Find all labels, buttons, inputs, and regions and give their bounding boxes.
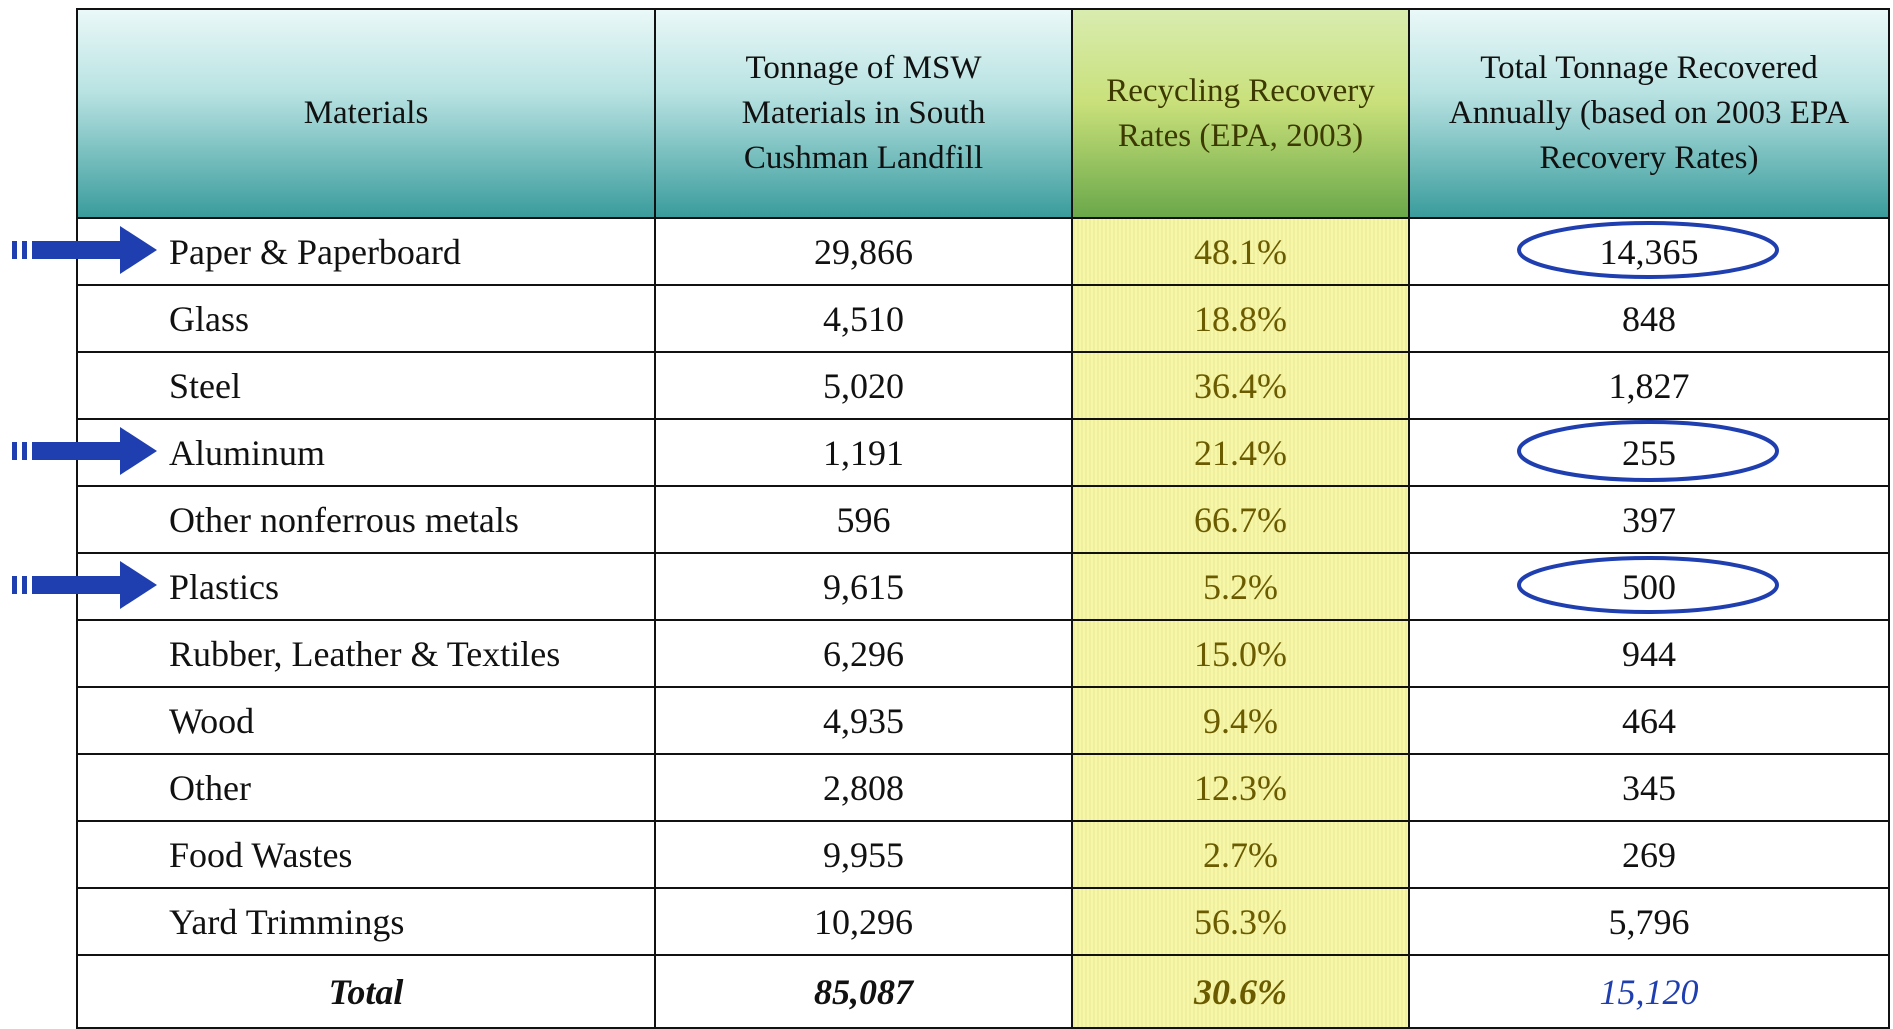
cell: 848 — [1408, 284, 1890, 353]
table-row: Paper & Paperboard 29,866 48.1% 14,365 — [76, 217, 1890, 286]
table-row: Wood 4,935 9.4% 464 — [76, 686, 1890, 755]
cell: 5.2% — [1071, 552, 1410, 621]
total-row: Total 85,087 30.6% 15,120 — [76, 954, 1890, 1029]
cell: Other — [76, 753, 656, 822]
cell: Steel — [76, 351, 656, 420]
cell: 255 — [1408, 418, 1890, 487]
table-row: Food Wastes 9,955 2.7% 269 — [76, 820, 1890, 889]
cell: 66.7% — [1071, 485, 1410, 554]
cell: 944 — [1408, 619, 1890, 688]
cell: 4,935 — [654, 686, 1073, 755]
cell: Plastics — [76, 552, 656, 621]
header-row: Materials Tonnage of MSW Materials in Sou… — [76, 8, 1890, 219]
cell: Wood — [76, 686, 656, 755]
table-row: Aluminum 1,191 21.4% 255 — [76, 418, 1890, 487]
cell: Paper & Paperboard — [76, 217, 656, 286]
total-cell: 30.6% — [1071, 954, 1410, 1029]
cell: 56.3% — [1071, 887, 1410, 956]
cell: 10,296 — [654, 887, 1073, 956]
cell: 5,796 — [1408, 887, 1890, 956]
cell: 1,191 — [654, 418, 1073, 487]
header-cell: Recycling Recovery Rates (EPA, 2003) — [1071, 8, 1410, 219]
cell: 269 — [1408, 820, 1890, 889]
header-cell: Materials — [76, 8, 656, 219]
table-row: Steel 5,020 36.4% 1,827 — [76, 351, 1890, 420]
total-cell: 15,120 — [1408, 954, 1890, 1029]
table-row: Other nonferrous metals 596 66.7% 397 — [76, 485, 1890, 554]
cell: 29,866 — [654, 217, 1073, 286]
total-cell: Total — [76, 954, 656, 1029]
cell: Food Wastes — [76, 820, 656, 889]
cell: 18.8% — [1071, 284, 1410, 353]
table-row: Glass 4,510 18.8% 848 — [76, 284, 1890, 353]
cell: 9,615 — [654, 552, 1073, 621]
cell: 4,510 — [654, 284, 1073, 353]
header-cell: Total Tonnage Recovered Annually (based … — [1408, 8, 1890, 219]
cell: Rubber, Leather & Textiles — [76, 619, 656, 688]
cell: 345 — [1408, 753, 1890, 822]
cell: 5,020 — [654, 351, 1073, 420]
cell: 2,808 — [654, 753, 1073, 822]
table-row: Plastics 9,615 5.2% 500 — [76, 552, 1890, 621]
cell: Other nonferrous metals — [76, 485, 656, 554]
cell: Aluminum — [76, 418, 656, 487]
table-body: Paper & Paperboard 29,866 48.1% 14,365 Glass… — [76, 217, 1890, 1029]
cell: 6,296 — [654, 619, 1073, 688]
table-row: Yard Trimmings 10,296 56.3% 5,796 — [76, 887, 1890, 956]
cell: 36.4% — [1071, 351, 1410, 420]
header-cell: Tonnage of MSW Materials in South Cushma… — [654, 8, 1073, 219]
cell: 48.1% — [1071, 217, 1410, 286]
cell: 12.3% — [1071, 753, 1410, 822]
cell: 21.4% — [1071, 418, 1410, 487]
cell: 596 — [654, 485, 1073, 554]
cell: 14,365 — [1408, 217, 1890, 286]
cell: 500 — [1408, 552, 1890, 621]
cell: Glass — [76, 284, 656, 353]
cell: 1,827 — [1408, 351, 1890, 420]
cell: 15.0% — [1071, 619, 1410, 688]
cell: 397 — [1408, 485, 1890, 554]
table-row: Other 2,808 12.3% 345 — [76, 753, 1890, 822]
cell: 9,955 — [654, 820, 1073, 889]
cell: 9.4% — [1071, 686, 1410, 755]
table-row: Rubber, Leather & Textiles 6,296 15.0% 944 — [76, 619, 1890, 688]
cell: 2.7% — [1071, 820, 1410, 889]
recycling-table: Materials Tonnage of MSW Materials in Sou… — [76, 8, 1890, 1029]
total-cell: 85,087 — [654, 954, 1073, 1029]
cell: 464 — [1408, 686, 1890, 755]
cell: Yard Trimmings — [76, 887, 656, 956]
